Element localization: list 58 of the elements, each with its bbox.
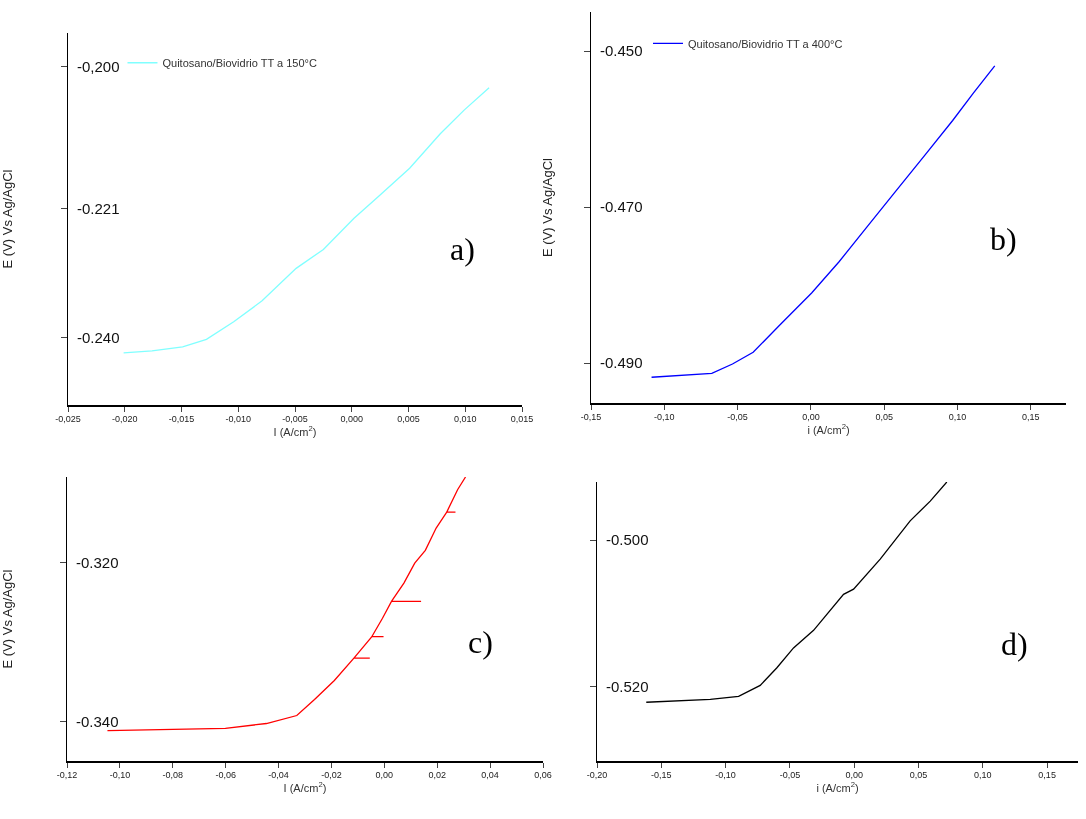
annotation: d): [1001, 626, 1028, 662]
x-tick-label: 0,000: [340, 414, 364, 425]
x-tick-label: -0,10: [109, 770, 131, 781]
x-tick-label: 0,04: [481, 770, 499, 781]
annotation: b): [990, 221, 1017, 257]
x-tick-label: 0,15: [1022, 412, 1040, 423]
line-series: [122, 87, 490, 354]
x-tick-label: 0,10: [974, 770, 992, 781]
x-tick-label: 0,010: [453, 414, 477, 425]
y-tick-label: -0.221: [76, 200, 120, 218]
annotation: a): [450, 231, 475, 267]
y-tick-label: -0.450: [599, 42, 643, 60]
annotation: c): [468, 624, 493, 660]
legend-label: Quitosano/Biovidrio TT a 400°C: [688, 37, 843, 50]
y-axis-title: E (V) Vs Ag/AgCl: [0, 569, 15, 669]
x-tick-label: -0,15: [651, 770, 672, 781]
x-tick-label: -0,015: [168, 414, 195, 425]
y-axis-title: E (V) Vs Ag/AgCl: [540, 157, 555, 257]
x-tick-label: 0,10: [948, 412, 967, 423]
x-tick-label: 0,15: [1038, 770, 1056, 781]
y-axis-title: E (V) Vs Ag/AgCl: [0, 169, 15, 269]
y-tick-label: -0.490: [599, 354, 643, 372]
x-tick-label: 0,005: [397, 414, 420, 425]
x-tick-label: -0,025: [55, 414, 81, 425]
x-tick-label: -0,12: [56, 770, 78, 781]
x-tick-label: 0,06: [534, 770, 552, 781]
x-tick-label: -0,10: [654, 412, 675, 423]
x-tick-label: 0,02: [428, 770, 446, 781]
x-tick-label: -0,02: [321, 770, 342, 781]
x-tick-label: -0,15: [580, 412, 602, 423]
x-axis-title: I (A/cm$^{2}$): [283, 780, 327, 794]
y-tick-label: -0.240: [76, 328, 120, 346]
legend-label: Quitosano/Biovidrio TT a 150°C: [162, 57, 317, 70]
x-tick-label: -0,05: [727, 412, 748, 423]
x-tick-label: 0,00: [802, 412, 820, 423]
x-tick-label: -0,005: [282, 414, 308, 425]
x-tick-label: 0,00: [375, 770, 394, 781]
x-tick-label: 0,00: [845, 770, 863, 781]
x-tick-label: -0,06: [215, 770, 236, 781]
x-tick-label: 0,05: [875, 412, 893, 423]
x-tick-label: -0,05: [779, 770, 801, 781]
x-axis-title: i (A/cm$^{2}$): [816, 780, 859, 794]
y-tick-label: -0,200: [76, 58, 120, 76]
x-axis-title: i (A/cm$^{2}$): [807, 422, 850, 436]
x-tick-label: -0,08: [162, 770, 184, 781]
x-tick-label: -0,20: [586, 770, 608, 781]
x-tick-label: 0,05: [909, 770, 928, 781]
x-axis-title: I (A/cm$^{2}$): [273, 424, 317, 438]
y-tick-label: -0.500: [605, 531, 649, 549]
x-tick-label: -0,020: [111, 414, 138, 425]
x-tick-label: -0,010: [225, 414, 252, 425]
x-tick-label: 0,015: [510, 414, 534, 425]
y-tick-label: -0.340: [75, 713, 119, 731]
y-tick-label: -0.470: [599, 198, 643, 216]
y-tick-label: -0.320: [75, 553, 119, 571]
x-tick-label: -0,10: [715, 770, 736, 781]
y-tick-label: -0.520: [605, 678, 649, 696]
x-tick-label: -0,04: [268, 770, 289, 781]
